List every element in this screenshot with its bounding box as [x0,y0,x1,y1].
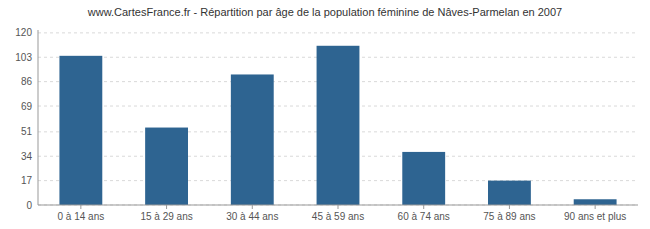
page: {"chart_data": {"type": "bar", "title": … [0,0,650,229]
chart-container: www.CartesFrance.fr - Répartition par âg… [0,0,650,229]
bar [59,56,102,205]
x-tick-label: 30 à 44 ans [226,211,278,222]
bar [488,181,531,205]
bar [402,152,445,205]
x-tick-label: 60 à 74 ans [398,211,450,222]
y-tick-label: 86 [21,76,33,87]
bar [145,128,188,205]
x-tick [423,205,424,209]
x-tick-label: 75 à 89 ans [483,211,535,222]
grid [38,33,638,205]
bars [59,46,616,205]
y-axis-line [38,30,39,205]
y-tick-label: 103 [15,52,32,63]
title: www.CartesFrance.fr - Répartition par âg… [87,6,562,18]
x-tick-label: 90 ans et plus [564,211,626,222]
bar [231,74,274,205]
x-tick-label: 0 à 14 ans [57,211,104,222]
x-tick [338,205,339,209]
grid-line [38,32,638,33]
y-tick-label: 34 [21,151,33,162]
y-tick-label: 17 [21,175,33,186]
x-tick [166,205,167,209]
bar [574,199,617,205]
x-tick [252,205,253,209]
y-tick-label: 120 [15,27,32,38]
bar [317,46,360,205]
y-tick-label: 69 [21,101,33,112]
x-tick [80,205,81,209]
x-tick-label: 15 à 29 ans [140,211,192,222]
x-tick [595,205,596,209]
y-axis: 0 17 34 51 69 86 103 120 [15,27,38,210]
y-tick-label: 0 [26,200,32,211]
x-tick-label: 45 à 59 ans [312,211,364,222]
y-tick-label: 51 [21,126,33,137]
x-tick [509,205,510,209]
x-axis: 0 à 14 ans 15 à 29 ans 30 à 44 ans 45 à 59 … [38,205,638,222]
chart-svg: www.CartesFrance.fr - Répartition par âg… [0,0,650,229]
